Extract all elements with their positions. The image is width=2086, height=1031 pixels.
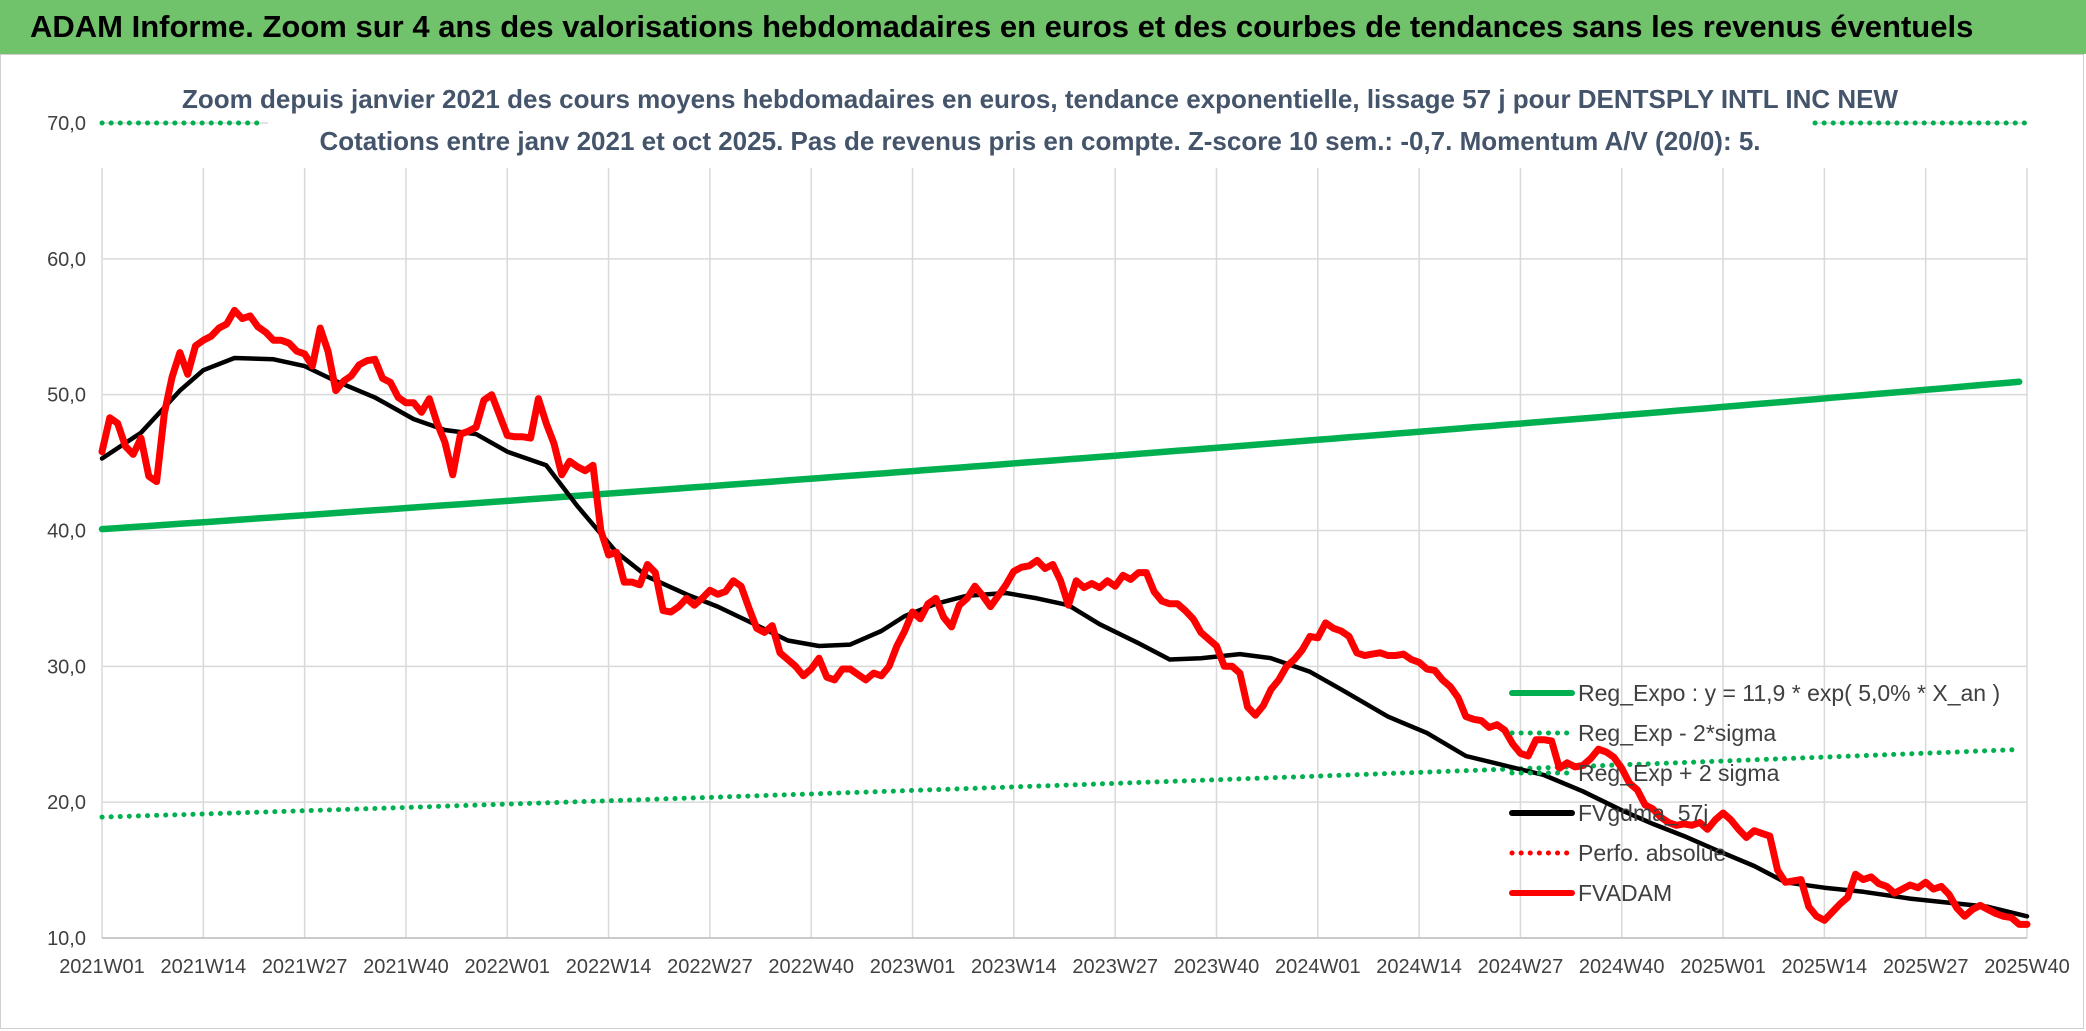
legend-label-4: Perfo. absolue xyxy=(1578,840,1726,866)
legend-label-1: Reg_Exp - 2*sigma xyxy=(1578,720,1776,746)
x-tick-label: 2022W27 xyxy=(667,956,753,978)
x-tick-label: 2021W40 xyxy=(363,956,449,978)
legend: Reg_Expo : y = 11,9 * exp( 5,0% * X_an )… xyxy=(1509,680,2000,906)
x-tick-label: 2023W40 xyxy=(1174,956,1260,978)
x-axis-ticks: 2021W01 2021W14 2021W27 2021W40 2022W01 2022W… xyxy=(59,956,2070,978)
series-line-5 xyxy=(98,306,2031,928)
y-tick-label: 50,0 xyxy=(47,385,86,407)
x-tick-label: 2025W14 xyxy=(1782,956,1868,978)
x-tick-label: 2021W14 xyxy=(161,956,247,978)
x-tick-label: 2025W01 xyxy=(1680,956,1766,978)
x-tick-label: 2022W40 xyxy=(768,956,854,978)
y-tick-label: 60,0 xyxy=(47,249,86,271)
plot-series xyxy=(98,120,2031,928)
y-tick-label: 70,0 xyxy=(47,113,86,135)
x-tick-label: 2021W01 xyxy=(59,956,145,978)
x-tick-label: 2023W27 xyxy=(1072,956,1158,978)
x-tick-label: 2024W14 xyxy=(1376,956,1462,978)
x-tick-label: 2025W40 xyxy=(1984,956,2070,978)
y-tick-label: 30,0 xyxy=(47,656,86,678)
title-background xyxy=(268,70,1813,160)
x-tick-label: 2021W27 xyxy=(262,956,348,978)
report-banner: ADAM Informe. Zoom sur 4 ans des valoris… xyxy=(0,0,2086,57)
chart-frame xyxy=(0,54,2084,1029)
legend-label-0: Reg_Expo : y = 11,9 * exp( 5,0% * X_an ) xyxy=(1578,680,2000,706)
grid-lines xyxy=(101,122,2028,939)
y-tick-label: 40,0 xyxy=(47,521,86,543)
x-tick-label: 2024W27 xyxy=(1478,956,1564,978)
x-tick-label: 2022W01 xyxy=(464,956,550,978)
x-tick-label: 2025W27 xyxy=(1883,956,1969,978)
x-tick-label: 2023W14 xyxy=(971,956,1057,978)
legend-label-2: Reg_Exp + 2 sigma xyxy=(1578,760,1780,786)
series-line-0 xyxy=(98,378,2023,533)
x-tick-label: 2024W40 xyxy=(1579,956,1665,978)
series-line-1 xyxy=(99,747,2022,820)
y-tick-label: 10,0 xyxy=(47,928,86,950)
x-tick-label: 2022W14 xyxy=(566,956,652,978)
chart-title-line-1: Zoom depuis janvier 2021 des cours moyen… xyxy=(182,84,1898,114)
legend-label-3: FVgdma_57j xyxy=(1578,800,1708,826)
y-tick-label: 20,0 xyxy=(47,792,86,814)
series-line-3 xyxy=(99,355,2030,919)
legend-label-5: FVADAM xyxy=(1578,880,1672,906)
chart-title-line-2: Cotations entre janv 2021 et oct 2025. P… xyxy=(319,126,1760,156)
report-title: ADAM Informe. Zoom sur 4 ans des valoris… xyxy=(30,9,1974,44)
x-tick-label: 2023W01 xyxy=(870,956,956,978)
y-axis-ticks: 10,0 20,0 30,0 40,0 50,0 60,0 70,0 xyxy=(47,113,86,950)
x-tick-label: 2024W01 xyxy=(1275,956,1361,978)
